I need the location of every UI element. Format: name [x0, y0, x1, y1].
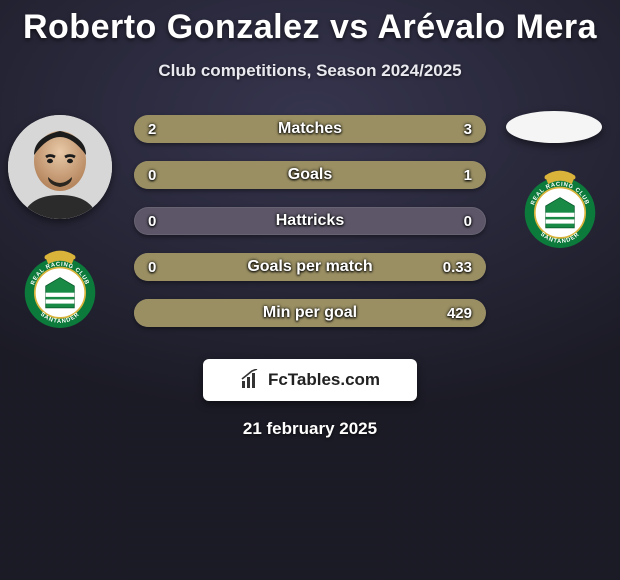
stat-value-left: 0	[148, 253, 156, 281]
stat-value-left: 0	[148, 207, 156, 235]
player-left-crest: REAL RACING CLUB SANTANDER	[18, 249, 102, 333]
stat-label: Goals	[134, 161, 486, 189]
stat-label: Min per goal	[134, 299, 486, 327]
player-right-avatar	[506, 111, 602, 143]
stat-label: Matches	[134, 115, 486, 143]
stat-bar: Min per goal429	[134, 299, 486, 327]
stats-bars: Matches23Goals01Hattricks00Goals per mat…	[120, 115, 500, 345]
brand-text: FcTables.com	[268, 370, 380, 390]
player-right-side: REAL RACING CLUB SANTANDER	[500, 115, 620, 355]
stat-bar: Matches2 3	[134, 115, 486, 143]
chart-icon	[240, 369, 262, 391]
player-right-crest: REAL RACING CLUB SANTANDER	[518, 169, 602, 253]
stat-value-left: 0	[148, 161, 156, 189]
comparison-row: REAL RACING CLUB SANTANDER Matches2 3 Goal…	[0, 115, 620, 355]
stat-value-left: 2	[148, 115, 156, 143]
stat-value-right: 429	[447, 299, 472, 327]
footer-date: 21 february 2025	[0, 419, 620, 439]
page-title: Roberto Gonzalez vs Arévalo Mera	[0, 0, 620, 47]
stat-label: Hattricks	[134, 207, 486, 235]
stat-label: Goals per match	[134, 253, 486, 281]
player-left-side: REAL RACING CLUB SANTANDER	[0, 115, 120, 355]
stat-value-right: 0.33	[443, 253, 472, 281]
stat-value-right: 1	[464, 161, 472, 189]
stat-value-right: 3	[464, 115, 472, 143]
stat-value-right: 0	[464, 207, 472, 235]
stat-bar: Hattricks0 0	[134, 207, 486, 235]
brand-badge: FcTables.com	[203, 359, 417, 401]
stat-bar: Goals per match0 0.33	[134, 253, 486, 281]
player-left-avatar	[8, 115, 112, 219]
stat-bar: Goals0 1	[134, 161, 486, 189]
subtitle: Club competitions, Season 2024/2025	[0, 61, 620, 81]
